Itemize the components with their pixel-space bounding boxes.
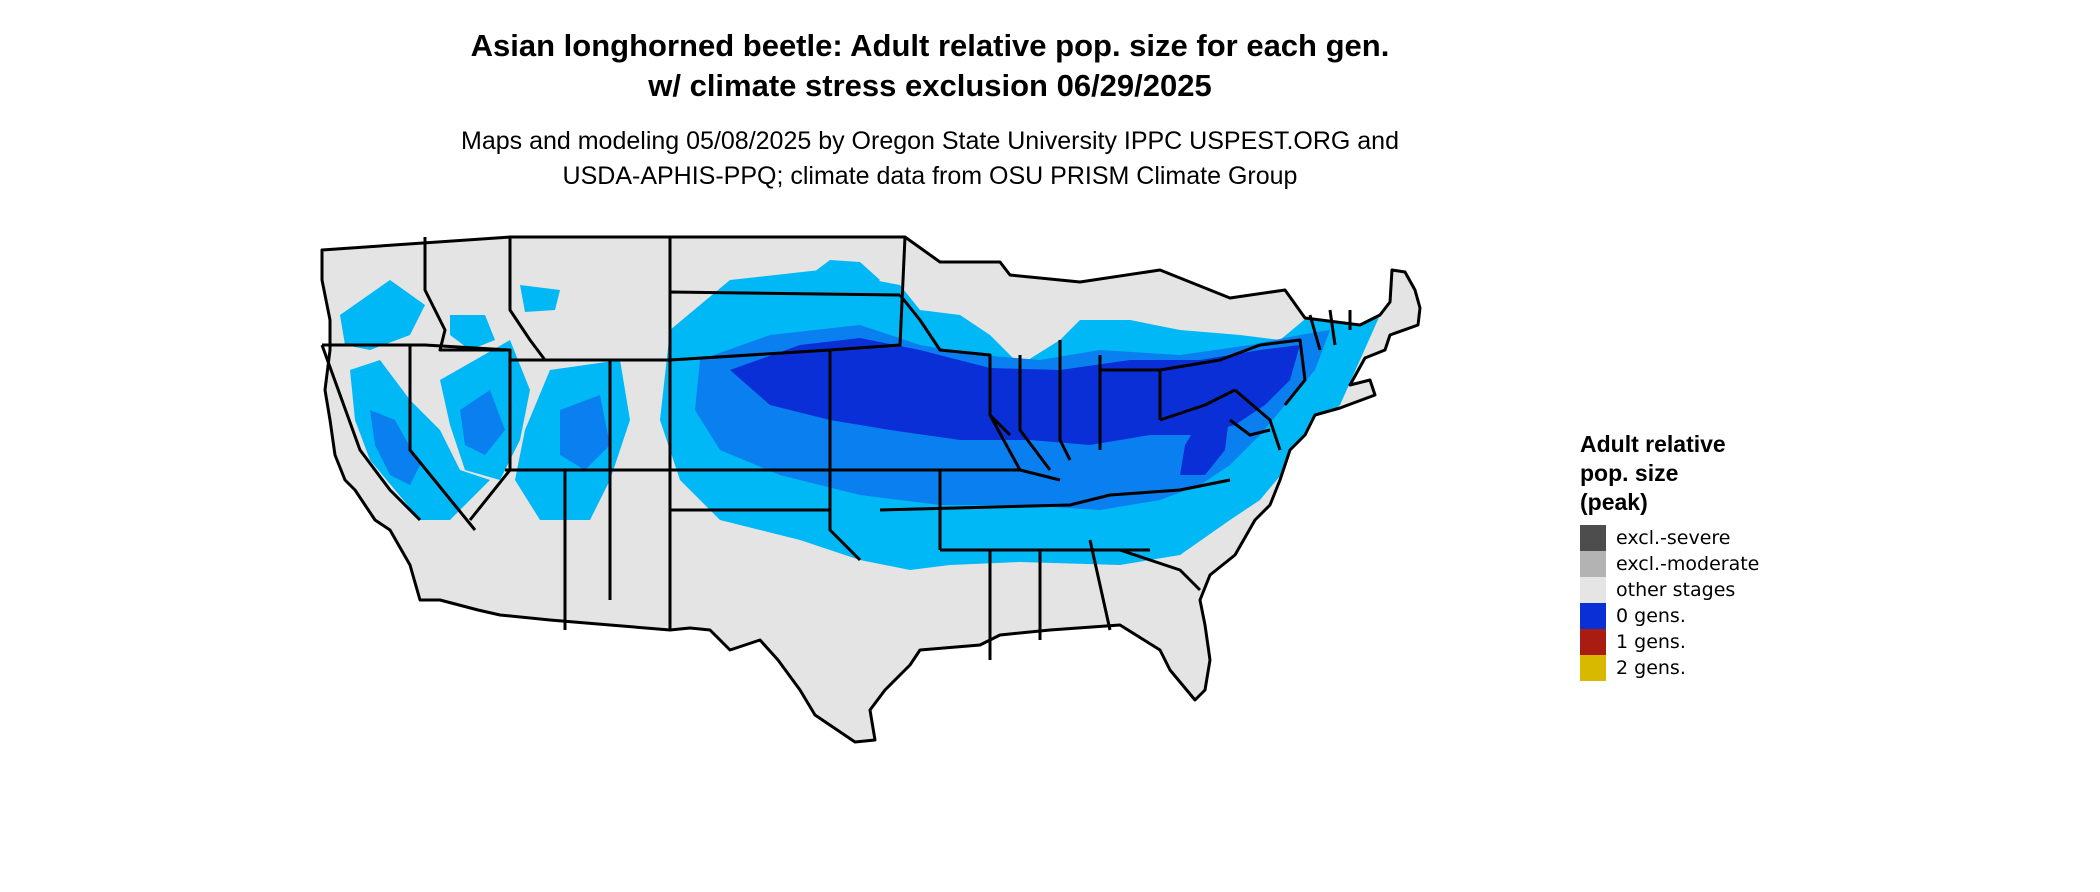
title-line-2: w/ climate stress exclusion 06/29/2025	[648, 68, 1212, 103]
dark-blue-zones	[730, 338, 1300, 475]
legend-items: excl.-severe excl.-moderate other stages…	[1580, 525, 1780, 681]
legend-item: excl.-severe	[1580, 525, 1780, 551]
legend-title-line-3: (peak)	[1580, 489, 1648, 515]
legend-item: 2 gens.	[1580, 655, 1780, 681]
legend-item: 1 gens.	[1580, 629, 1780, 655]
legend-item: other stages	[1580, 577, 1780, 603]
legend-swatch	[1580, 655, 1606, 681]
legend-swatch	[1580, 577, 1606, 603]
legend-label: 1 gens.	[1616, 631, 1686, 653]
population-layers	[340, 260, 1380, 570]
legend-swatch	[1580, 629, 1606, 655]
legend-item: 0 gens.	[1580, 603, 1780, 629]
legend-label: other stages	[1616, 579, 1736, 601]
us-map	[320, 235, 1422, 744]
legend-swatch	[1580, 525, 1606, 551]
map-subtitle: Maps and modeling 05/08/2025 by Oregon S…	[0, 124, 1860, 194]
legend-label: 0 gens.	[1616, 605, 1686, 627]
legend-label: excl.-severe	[1616, 527, 1731, 549]
legend: Adult relative pop. size (peak) excl.-se…	[1580, 430, 1780, 681]
subtitle-line-2: USDA-APHIS-PPQ; climate data from OSU PR…	[562, 162, 1298, 190]
legend-label: 2 gens.	[1616, 657, 1686, 679]
title-line-1: Asian longhorned beetle: Adult relative …	[470, 28, 1390, 63]
legend-title-line-1: Adult relative	[1580, 431, 1726, 457]
legend-title: Adult relative pop. size (peak)	[1580, 430, 1780, 517]
state-boundaries	[320, 235, 1422, 744]
legend-item: excl.-moderate	[1580, 551, 1780, 577]
subtitle-line-1: Maps and modeling 05/08/2025 by Oregon S…	[461, 127, 1399, 155]
legend-swatch	[1580, 551, 1606, 577]
map-title: Asian longhorned beetle: Adult relative …	[0, 26, 1860, 106]
legend-swatch	[1580, 603, 1606, 629]
legend-title-line-2: pop. size	[1580, 460, 1679, 486]
legend-label: excl.-moderate	[1616, 553, 1760, 575]
